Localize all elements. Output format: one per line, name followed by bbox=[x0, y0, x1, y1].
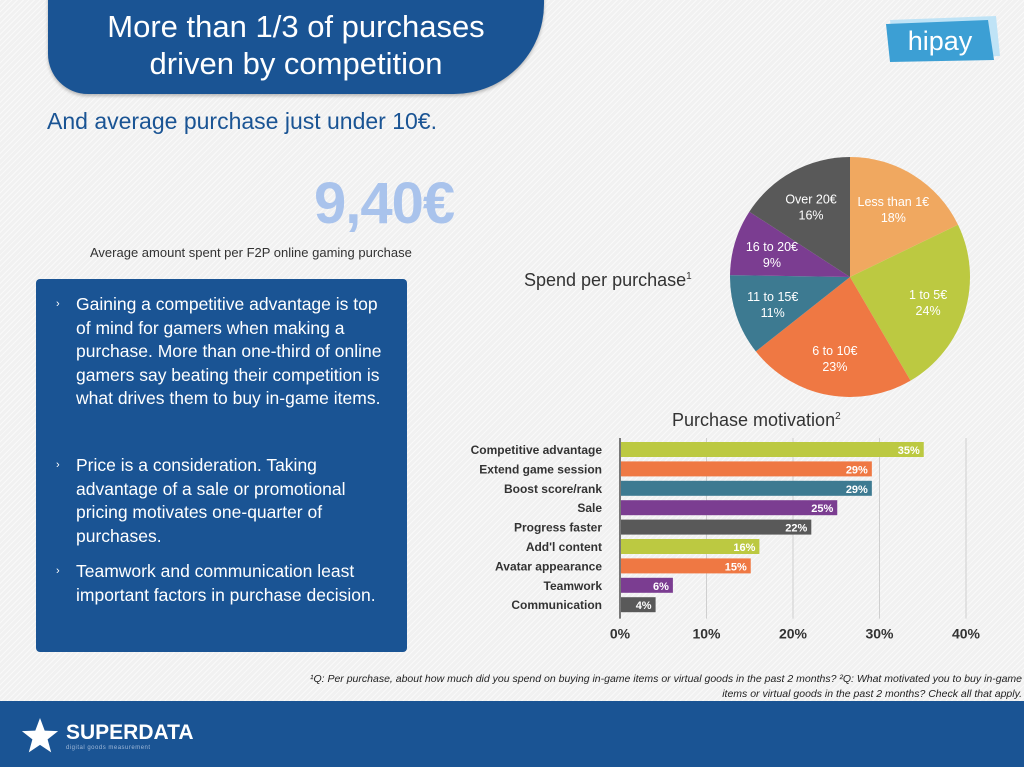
title-banner: More than 1/3 of purchases driven by com… bbox=[48, 0, 544, 94]
pie-slice-value: 11% bbox=[761, 306, 785, 320]
purchase-motivation-bar-chart: 0% 10% 20% 30% 40% Competitive advantage 35% Ex… bbox=[471, 438, 981, 642]
pie-slice bbox=[850, 157, 959, 277]
key-findings-box: › Gaining a competitive advantage is top… bbox=[36, 279, 407, 652]
bar-value-label: 4% bbox=[636, 600, 652, 612]
pie-slice-label: Over 20€ bbox=[785, 192, 836, 206]
finding-bullet: › Gaining a competitive advantage is top… bbox=[56, 293, 396, 411]
category-label: Sale bbox=[577, 501, 602, 515]
pie-slice-value: 23% bbox=[822, 360, 847, 374]
category-label: Competitive advantage bbox=[471, 443, 603, 457]
logo-text: hipay bbox=[908, 26, 973, 56]
bar bbox=[621, 597, 656, 613]
pie-slice-value: 16% bbox=[799, 208, 824, 222]
bullet-marker-icon: › bbox=[56, 565, 60, 577]
x-tick-label: 40% bbox=[952, 626, 981, 642]
pie-slice-label: 1 to 5€ bbox=[909, 288, 947, 302]
bar-value-label: 6% bbox=[653, 581, 669, 593]
finding-bullet: › Teamwork and communication least impor… bbox=[56, 560, 396, 607]
spend-per-purchase-pie-chart: Less than 1€ 18% 1 to 5€ 24% 6 to 10€ 23% 11 t… bbox=[730, 157, 970, 397]
page-title-line-2: driven by competition bbox=[149, 46, 443, 81]
category-label: Communication bbox=[511, 598, 602, 612]
finding-text: Teamwork and communication least importa… bbox=[76, 561, 376, 605]
bar-chart-title: Purchase motivation2 bbox=[672, 410, 841, 430]
page-title-line-1: More than 1/3 of purchases bbox=[107, 9, 485, 44]
bar bbox=[621, 519, 812, 535]
average-purchase-caption: Average amount spent per F2P online gami… bbox=[90, 245, 412, 260]
x-tick-label: 30% bbox=[865, 626, 894, 642]
hipay-logo: hipay bbox=[884, 14, 1004, 64]
bar-value-label: 35% bbox=[898, 445, 920, 457]
pie-slice-value: 18% bbox=[881, 211, 906, 225]
average-purchase-value: 9,40€ bbox=[314, 171, 455, 236]
x-tick-label: 20% bbox=[779, 626, 808, 642]
superdata-star-icon bbox=[21, 718, 59, 753]
pie-slice-value: 9% bbox=[763, 256, 781, 270]
pie-slice-label: Less than 1€ bbox=[858, 195, 930, 209]
bar-value-label: 29% bbox=[846, 484, 868, 496]
pie-slice bbox=[730, 211, 850, 277]
pie-slice-label: 6 to 10€ bbox=[812, 344, 857, 358]
footnote-line-2: items or virtual goods in the past 2 mon… bbox=[722, 688, 1022, 700]
pie-slice-value: 24% bbox=[916, 304, 941, 318]
bar bbox=[621, 558, 751, 574]
finding-bullet: › Price is a consideration. Taking advan… bbox=[56, 454, 396, 548]
footer-bar: SUPERDATA digital goods measurement bbox=[0, 701, 1024, 767]
footnote-line-1: ¹Q: Per purchase, about how much did you… bbox=[309, 673, 1022, 685]
bar-value-label: 16% bbox=[733, 542, 755, 554]
category-label: Teamwork bbox=[544, 579, 603, 593]
pie-slice-label: 11 to 15€ bbox=[747, 290, 798, 304]
pie-slice bbox=[755, 277, 911, 397]
bar-value-label: 29% bbox=[846, 464, 868, 476]
category-label: Avatar appearance bbox=[495, 559, 602, 573]
bar-value-label: 22% bbox=[785, 523, 807, 535]
bar bbox=[621, 461, 872, 477]
superdata-tagline: digital goods measurement bbox=[66, 745, 151, 751]
x-tick-label: 10% bbox=[692, 626, 721, 642]
bar-value-label: 15% bbox=[725, 561, 747, 573]
category-label: Extend game session bbox=[479, 462, 602, 476]
category-label: Boost score/rank bbox=[504, 482, 602, 496]
bar bbox=[621, 480, 872, 496]
bar bbox=[621, 539, 760, 554]
finding-text: Gaining a competitive advantage is top o… bbox=[76, 294, 382, 408]
pie-chart-title: Spend per purchase1 bbox=[524, 270, 692, 290]
bar bbox=[621, 442, 924, 457]
subtitle: And average purchase just under 10€. bbox=[47, 108, 437, 134]
pie-slice-label: 16 to 20€ bbox=[746, 240, 798, 254]
pie-slice bbox=[749, 157, 850, 277]
bar-value-label: 25% bbox=[811, 503, 833, 515]
pie-slice bbox=[850, 224, 970, 381]
bar bbox=[621, 500, 838, 516]
bullet-marker-icon: › bbox=[56, 459, 60, 471]
category-label: Add'l content bbox=[526, 540, 602, 554]
bullet-marker-icon: › bbox=[56, 298, 60, 310]
pie-slice bbox=[730, 275, 850, 352]
bar bbox=[621, 577, 673, 593]
category-label: Progress faster bbox=[514, 521, 602, 535]
x-tick-label: 0% bbox=[610, 626, 631, 642]
finding-text: Price is a consideration. Taking advanta… bbox=[76, 455, 346, 546]
superdata-logo: SUPERDATA bbox=[66, 721, 194, 744]
